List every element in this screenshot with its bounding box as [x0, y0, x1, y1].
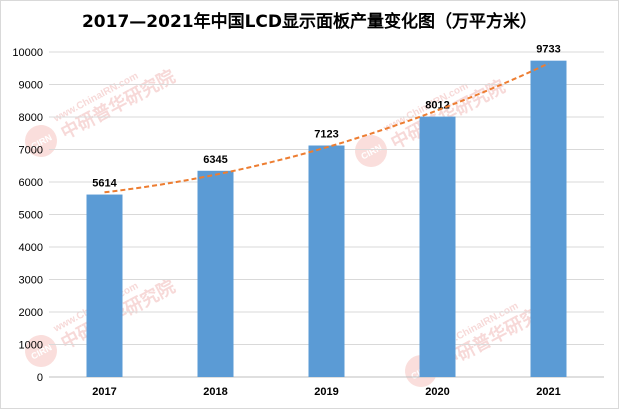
bar — [308, 145, 345, 377]
x-tick-label: 2020 — [425, 386, 449, 398]
data-label: 6345 — [203, 154, 227, 166]
x-tick-label: 2017 — [92, 386, 116, 398]
chart-title: 2017—2021年中国LCD显示面板产量变化图（万平方米） — [81, 12, 538, 32]
y-tick-label: 3000 — [19, 275, 43, 287]
y-tick-label: 2000 — [19, 307, 43, 319]
x-tick-label: 2021 — [536, 386, 560, 398]
bar — [530, 60, 567, 378]
y-tick-label: 6000 — [19, 177, 43, 189]
watermark-logo — [24, 335, 57, 367]
y-tick-label: 1000 — [19, 340, 43, 352]
data-label: 7123 — [314, 129, 338, 141]
y-tick-label: 4000 — [19, 242, 43, 254]
bar — [419, 116, 456, 378]
bar — [197, 170, 234, 377]
y-tick-label: 5000 — [19, 210, 43, 222]
data-label: 5614 — [92, 178, 117, 190]
data-label: 9733 — [536, 44, 560, 56]
x-tick-label: 2018 — [203, 386, 227, 398]
x-tick-label: 2019 — [314, 386, 338, 398]
y-tick-label: 0 — [37, 372, 43, 384]
bar — [86, 194, 123, 377]
trend-line — [104, 62, 549, 194]
data-label: 8012 — [425, 100, 449, 112]
y-tick-label: 8000 — [19, 112, 43, 124]
y-tick-label: 9000 — [19, 80, 43, 92]
watermark-logo — [355, 135, 387, 167]
y-tick-label: 10000 — [12, 47, 43, 59]
y-tick-label: 7000 — [19, 145, 43, 157]
